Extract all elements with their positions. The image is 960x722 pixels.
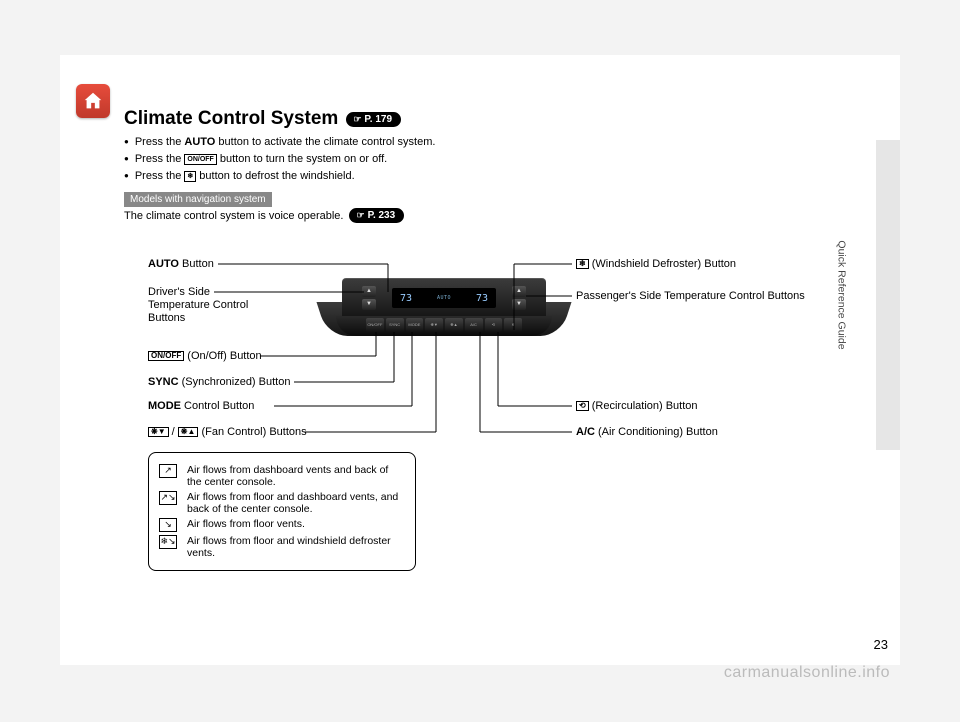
btn-fan-up[interactable]: ❋▲ (445, 318, 463, 332)
section-side-tab: Quick Reference Guide (876, 140, 900, 450)
bullet-1: Press the AUTO button to activate the cl… (124, 134, 435, 151)
watermark: carmanualsonline.info (724, 664, 890, 682)
recirc-icon: ⟲ (576, 401, 589, 412)
btn-onoff[interactable]: ON/OFF (366, 318, 384, 332)
airflow-text-3: Air flows from floor vents. (187, 518, 305, 530)
driver-temp-buttons[interactable]: ▲ ▼ (362, 286, 376, 310)
label-sync: SYNC (Synchronized) Button (148, 376, 290, 389)
voice-page-ref-pill[interactable]: ☞ P. 233 (349, 208, 404, 223)
airflow-row-3: ↘ Air flows from floor vents. (159, 518, 405, 532)
pointer-icon: ☞ (353, 114, 361, 125)
label-onoff: ON/OFF (On/Off) Button (148, 350, 262, 363)
temp-right: 73 (476, 293, 488, 304)
label-ac: A/C (Air Conditioning) Button (576, 426, 718, 439)
label-driver-temp: Driver's Side Temperature Control Button… (148, 286, 248, 326)
page-title: Climate Control System (124, 108, 338, 130)
unit-button-row: ON/OFF SYNC MODE ❋▼ ❋▲ A/C ⟲ ❄ (366, 318, 522, 332)
passenger-temp-buttons[interactable]: ▲ ▼ (512, 286, 526, 310)
airflow-icon-dash-floor: ↗↘ (159, 491, 177, 505)
label-passenger-temp: Passenger's Side Temperature Control But… (576, 290, 805, 303)
climate-control-unit: 73 AUTO 73 ▲ ▼ ▲ ▼ ON/OFF SYNC MODE ❋▼ ❋… (322, 278, 566, 336)
page-number: 23 (874, 637, 888, 652)
airflow-text-4: Air flows from floor and windshield defr… (187, 535, 405, 559)
airflow-icon-dash: ↗ (159, 464, 177, 478)
airflow-text-2: Air flows from floor and dashboard vents… (187, 491, 405, 515)
btn-recirc[interactable]: ⟲ (485, 318, 503, 332)
home-icon (82, 90, 104, 112)
page-title-row: Climate Control System ☞ P. 179 (124, 108, 401, 130)
bullet-3: Press the ❄ button to defrost the windsh… (124, 168, 435, 185)
btn-fan-dn[interactable]: ❋▼ (425, 318, 443, 332)
label-mode: MODE Control Button (148, 400, 254, 413)
btn-defrost[interactable]: ❄ (504, 318, 522, 332)
driver-temp-up[interactable]: ▲ (362, 286, 376, 297)
onoff-icon: ON/OFF (184, 154, 216, 165)
driver-temp-down[interactable]: ▼ (362, 299, 376, 310)
passenger-temp-down[interactable]: ▼ (512, 299, 526, 310)
instruction-bullets: Press the AUTO button to activate the cl… (124, 134, 435, 185)
auto-indicator: AUTO (437, 295, 451, 301)
climate-control-diagram: 73 AUTO 73 ▲ ▼ ▲ ▼ ON/OFF SYNC MODE ❋▼ ❋… (124, 246, 844, 626)
unit-display: 73 AUTO 73 (392, 288, 496, 308)
onoff-icon: ON/OFF (148, 351, 184, 362)
defrost-icon: ❄ (184, 171, 196, 182)
home-button[interactable] (76, 84, 110, 118)
page-ref-text: P. 179 (364, 114, 392, 125)
label-auto: AUTO Button (148, 258, 214, 271)
airflow-row-2: ↗↘ Air flows from floor and dashboard ve… (159, 491, 405, 515)
airflow-text-1: Air flows from dashboard vents and back … (187, 464, 405, 488)
btn-ac[interactable]: A/C (465, 318, 483, 332)
airflow-icon-floor: ↘ (159, 518, 177, 532)
bullet-2: Press the ON/OFF button to turn the syst… (124, 151, 435, 168)
btn-sync[interactable]: SYNC (386, 318, 404, 332)
label-fan: ❋▼ / ❋▲ (Fan Control) Buttons (148, 426, 307, 439)
pointer-icon: ☞ (356, 210, 364, 221)
airflow-modes-box: ↗ Air flows from dashboard vents and bac… (148, 452, 416, 571)
subhead-box: Models with navigation system (124, 192, 272, 207)
label-defrost: ❄ (Windshield Defroster) Button (576, 258, 736, 271)
passenger-temp-up[interactable]: ▲ (512, 286, 526, 297)
label-recirc: ⟲ (Recirculation) Button (576, 400, 698, 413)
fan-down-icon: ❋▼ (148, 427, 169, 438)
airflow-row-1: ↗ Air flows from dashboard vents and bac… (159, 464, 405, 488)
btn-mode[interactable]: MODE (406, 318, 424, 332)
fan-up-icon: ❋▲ (178, 427, 199, 438)
defrost-icon: ❄ (576, 259, 589, 270)
airflow-icon-floor-defrost: ❄↘ (159, 535, 177, 549)
airflow-row-4: ❄↘ Air flows from floor and windshield d… (159, 535, 405, 559)
voice-operable-line: The climate control system is voice oper… (124, 208, 404, 223)
page-ref-pill[interactable]: ☞ P. 179 (346, 112, 401, 127)
temp-left: 73 (400, 293, 412, 304)
